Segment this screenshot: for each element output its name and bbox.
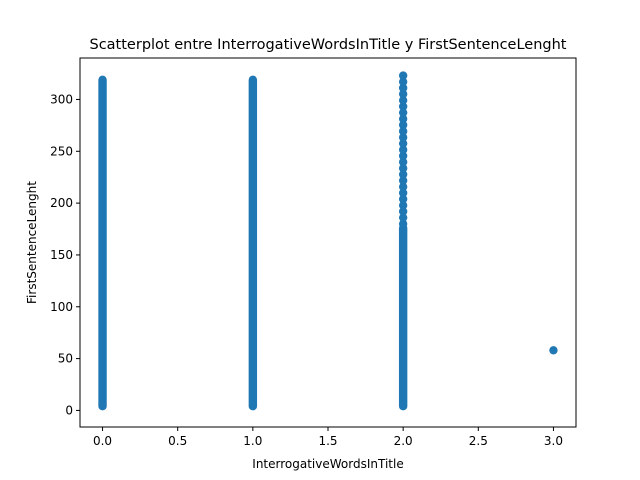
data-point [398, 164, 408, 173]
data-point-cluster [248, 75, 258, 411]
x-axis-ticks: 0.0 0.5 1.0 1.5 2.0 2.5 3.0 [93, 427, 563, 448]
data-point [398, 219, 408, 229]
x-tick-label: 1.0 [243, 434, 262, 448]
data-point [398, 139, 408, 148]
data-point [398, 170, 408, 179]
x-tick-label: 0.0 [93, 434, 112, 448]
y-tick-label: 300 [50, 92, 73, 106]
y-tick-label: 50 [58, 352, 73, 366]
y-axis-ticks: 0 50 100 150 200 250 300 [50, 92, 80, 417]
data-point [398, 188, 408, 198]
chart-title: Scatterplot entre InterrogativeWordsInTi… [90, 37, 567, 53]
data-point [398, 194, 408, 204]
data-point [398, 108, 408, 117]
y-tick-label: 250 [50, 144, 73, 158]
data-point [398, 83, 408, 93]
y-tick-label: 200 [50, 196, 73, 210]
data-point [398, 182, 408, 191]
data-point [549, 346, 558, 355]
x-tick-label: 1.5 [318, 434, 337, 448]
data-point-cluster [398, 223, 408, 411]
data-point [398, 96, 408, 105]
plot-frame [79, 57, 577, 428]
y-axis-label: FirstSentenceLenght [25, 181, 39, 304]
y-tick-label: 100 [50, 300, 73, 314]
data-point [398, 89, 408, 99]
x-tick-label: 2.0 [394, 434, 413, 448]
data-point [398, 213, 408, 222]
data-point [398, 176, 408, 185]
data-point [398, 201, 408, 210]
data-points [98, 71, 558, 411]
x-tick-label: 0.5 [168, 434, 187, 448]
data-point [398, 102, 408, 111]
data-point [398, 114, 408, 124]
data-point [398, 133, 408, 142]
data-point [398, 151, 408, 161]
data-point [398, 77, 408, 86]
data-point [398, 127, 408, 136]
data-point [398, 207, 408, 216]
data-point [398, 157, 408, 167]
y-tick-label: 0 [65, 403, 73, 417]
x-tick-label: 2.5 [469, 434, 488, 448]
data-point [398, 71, 408, 80]
data-point [398, 145, 408, 154]
x-tick-label: 3.0 [544, 434, 563, 448]
data-point-cluster [98, 75, 107, 411]
y-tick-label: 150 [50, 248, 73, 262]
x-axis-label: InterrogativeWordsInTitle [252, 457, 403, 471]
data-point [398, 120, 408, 130]
